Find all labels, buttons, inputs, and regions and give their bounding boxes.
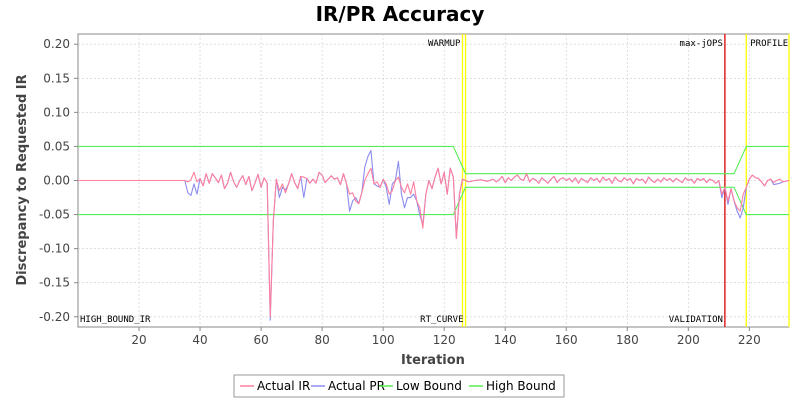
series-line bbox=[78, 145, 789, 175]
x-tick-label: 220 bbox=[738, 333, 761, 347]
marker-label: RT_CURVE bbox=[420, 315, 463, 325]
series-line bbox=[78, 186, 789, 216]
y-tick-label: 0.05 bbox=[43, 139, 70, 153]
x-axis-ticks: 20 40 60 80 100 120 140 160 180 200 220 bbox=[131, 327, 761, 347]
x-tick-label: 60 bbox=[253, 333, 268, 347]
y-tick-label: 0.10 bbox=[43, 105, 70, 119]
grid bbox=[78, 34, 789, 327]
x-tick-label: 160 bbox=[555, 333, 578, 347]
marker-label: max-jOPS bbox=[680, 39, 723, 49]
x-tick-label: 20 bbox=[131, 333, 146, 347]
y-axis-label: Discrepancy to Requested IR bbox=[15, 74, 30, 285]
legend-box bbox=[233, 374, 565, 398]
y-axis-ticks: -0.20 -0.15 -0.10 -0.05 0.00 0.05 0.10 0.15 0.20 bbox=[39, 37, 78, 324]
marker-label: PROFILE bbox=[750, 39, 788, 49]
corner-label: HIGH_BOUND_IR bbox=[80, 315, 151, 325]
y-tick-label: -0.15 bbox=[39, 276, 70, 290]
x-tick-label: 180 bbox=[616, 333, 639, 347]
legend-label: Low Bound bbox=[396, 379, 462, 393]
marker-label: WARMUP bbox=[428, 39, 461, 49]
series bbox=[78, 145, 790, 321]
legend-label: Actual PR bbox=[328, 379, 385, 393]
legend-label: Actual IR bbox=[257, 379, 310, 393]
marker-label: VALIDATION bbox=[669, 315, 723, 325]
y-tick-label: 0.15 bbox=[43, 71, 70, 85]
chart-title: IR/PR Accuracy bbox=[316, 2, 485, 26]
y-tick-label: 0.20 bbox=[43, 37, 70, 51]
marker-labels: WARMUP RT_CURVE max-jOPS VALIDATION PROFILE bbox=[420, 39, 788, 325]
y-tick-label: -0.20 bbox=[39, 310, 70, 324]
series-line bbox=[78, 167, 790, 318]
x-tick-label: 40 bbox=[192, 333, 207, 347]
y-tick-label: -0.05 bbox=[39, 208, 70, 222]
x-tick-label: 120 bbox=[433, 333, 456, 347]
x-tick-label: 80 bbox=[314, 333, 329, 347]
x-tick-label: 100 bbox=[372, 333, 395, 347]
legend-label: High Bound bbox=[486, 379, 556, 393]
y-tick-label: 0.00 bbox=[43, 174, 70, 188]
legend: Actual IR Actual PR Low Bound High Bound bbox=[233, 374, 565, 398]
x-tick-label: 200 bbox=[677, 333, 700, 347]
y-tick-label: -0.10 bbox=[39, 242, 70, 256]
x-tick-label: 140 bbox=[494, 333, 517, 347]
x-axis-label: Iteration bbox=[401, 353, 465, 368]
